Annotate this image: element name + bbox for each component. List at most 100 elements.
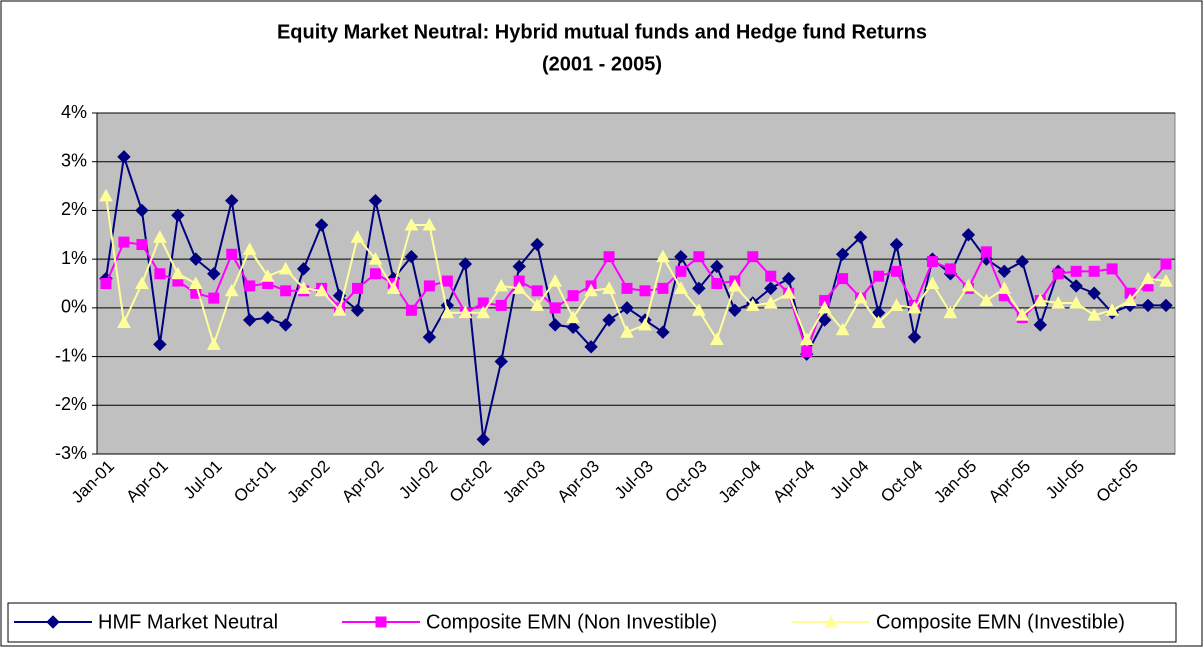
marker <box>997 281 1012 294</box>
y-tick-label: 3% <box>61 150 87 170</box>
chart-subtitle: (2001 - 2005) <box>542 53 662 75</box>
marker <box>476 305 491 319</box>
y-tick-label: 0% <box>61 297 87 317</box>
marker <box>512 259 526 274</box>
y-tick-label: -1% <box>55 345 87 365</box>
marker <box>153 230 167 243</box>
marker <box>332 303 347 316</box>
marker <box>997 264 1012 279</box>
marker <box>961 228 976 242</box>
marker <box>476 432 490 447</box>
marker <box>494 278 509 292</box>
marker <box>278 261 293 275</box>
marker <box>206 337 221 350</box>
marker <box>404 249 419 264</box>
y-tick-label: -2% <box>55 394 87 414</box>
marker <box>1069 279 1083 293</box>
marker <box>1033 318 1047 332</box>
marker <box>118 236 130 248</box>
marker <box>907 330 922 344</box>
marker <box>566 320 580 335</box>
marker <box>1123 293 1137 307</box>
marker <box>710 332 724 346</box>
marker <box>781 286 796 299</box>
marker <box>314 218 329 232</box>
marker <box>225 193 239 208</box>
marker <box>99 188 113 202</box>
marker <box>727 278 742 292</box>
marker <box>638 317 652 331</box>
marker <box>817 300 832 314</box>
marker <box>368 252 383 265</box>
marker <box>405 304 417 316</box>
marker <box>853 230 868 244</box>
marker <box>458 305 473 319</box>
marker <box>891 265 903 277</box>
marker <box>602 313 616 327</box>
marker <box>207 267 221 281</box>
marker <box>117 315 131 328</box>
marker <box>512 281 527 294</box>
marker <box>1051 295 1066 309</box>
marker <box>350 303 365 318</box>
marker <box>747 251 759 263</box>
marker <box>602 281 616 294</box>
marker <box>764 281 778 296</box>
marker <box>944 263 956 275</box>
marker <box>117 150 131 164</box>
marker <box>943 305 958 319</box>
marker <box>835 247 850 261</box>
marker <box>440 305 455 319</box>
marker <box>1088 265 1100 277</box>
marker <box>566 310 580 324</box>
marker <box>926 256 938 268</box>
marker <box>853 291 868 304</box>
marker <box>979 293 994 307</box>
marker <box>495 299 507 311</box>
marker <box>674 281 688 294</box>
marker <box>548 274 562 287</box>
marker <box>1106 263 1118 275</box>
marker <box>208 292 220 304</box>
y-tick-label: -3% <box>55 443 87 463</box>
marker <box>531 285 543 297</box>
marker <box>1159 274 1173 287</box>
marker <box>549 302 561 314</box>
marker <box>242 242 257 255</box>
legend-marker <box>46 615 60 629</box>
marker <box>171 208 185 223</box>
marker <box>656 325 670 339</box>
marker <box>765 270 777 282</box>
marker <box>422 217 437 231</box>
marker <box>153 337 167 352</box>
marker <box>711 278 723 289</box>
marker <box>296 281 311 294</box>
marker <box>621 282 633 294</box>
marker <box>603 251 615 263</box>
marker <box>1105 303 1119 316</box>
marker <box>889 298 904 311</box>
marker <box>280 285 292 297</box>
marker <box>350 230 365 243</box>
marker <box>1141 271 1155 285</box>
marker <box>244 280 256 292</box>
marker <box>188 276 203 289</box>
marker <box>368 193 383 208</box>
legend-label: Composite EMN (Non Investible) <box>426 611 717 633</box>
plot-area <box>96 112 1176 455</box>
marker <box>745 298 760 311</box>
marker <box>1141 298 1155 313</box>
marker <box>657 282 669 294</box>
marker <box>1015 308 1030 321</box>
marker <box>871 315 886 328</box>
marker <box>801 346 813 358</box>
marker <box>314 283 329 297</box>
legend-item: HMF Market Neutral <box>14 611 278 633</box>
marker <box>386 281 401 294</box>
marker <box>1087 308 1101 321</box>
legend-marker <box>375 616 387 628</box>
marker <box>243 313 257 327</box>
marker <box>817 313 832 327</box>
marker <box>674 249 688 264</box>
marker <box>278 318 293 332</box>
